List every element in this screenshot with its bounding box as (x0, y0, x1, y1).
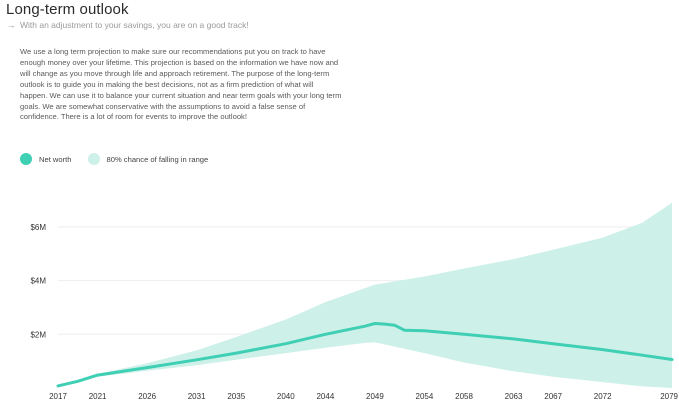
x-tick-label: 2067 (544, 392, 562, 401)
legend-label-net-worth: Net worth (39, 154, 72, 164)
x-tick-label: 2035 (227, 392, 245, 401)
band-layer (58, 202, 672, 388)
line-layer (56, 322, 674, 388)
legend-item-range[interactable]: 80% chance of falling in range (87, 153, 209, 165)
legend-swatch-range (87, 153, 100, 165)
legend-label-range: 80% chance of falling in range (106, 154, 209, 164)
description-text: We use a long term projection to make su… (20, 47, 342, 122)
legend-swatch-net-worth (20, 153, 32, 165)
x-tick-label: 2054 (416, 392, 434, 401)
y-tick-label: $6M (30, 223, 46, 232)
legend-item-net-worth[interactable]: Net worth (20, 153, 72, 165)
net-worth-chart: $2M$4M$6M 2017 2021 2026 2031 2035 2040 2044 20… (30, 202, 679, 401)
page-title: Long-term outlook (6, 1, 129, 18)
x-tick-label: 2017 (49, 392, 67, 401)
x-tick-label: 2026 (138, 392, 156, 401)
x-tick-label: 2058 (455, 392, 473, 401)
x-tick-label: 2040 (277, 392, 295, 401)
x-axis: 2017 2021 2026 2031 2035 2040 2044 2049 2054 2058… (49, 392, 678, 401)
arrow-right-icon: → (6, 20, 16, 30)
net-worth-line (56, 322, 674, 388)
x-tick-label: 2079 (660, 392, 678, 401)
x-tick-label: 2049 (366, 392, 384, 401)
subtitle-row: → With an adjustment to your savings, yo… (6, 20, 249, 30)
subtitle-text: With an adjustment to your savings, you … (20, 20, 249, 30)
x-tick-label: 2063 (505, 392, 523, 401)
x-tick-label: 2044 (316, 392, 334, 401)
y-tick-label: $2M (30, 330, 46, 339)
x-tick-label: 2031 (188, 392, 206, 401)
x-tick-label: 2021 (89, 392, 107, 401)
x-tick-label: 2072 (594, 392, 612, 401)
y-tick-label: $4M (30, 277, 46, 286)
legend: Net worth 80% chance of falling in range (20, 153, 208, 165)
range-band (58, 202, 672, 388)
y-axis: $2M $4M $6M (30, 223, 46, 339)
